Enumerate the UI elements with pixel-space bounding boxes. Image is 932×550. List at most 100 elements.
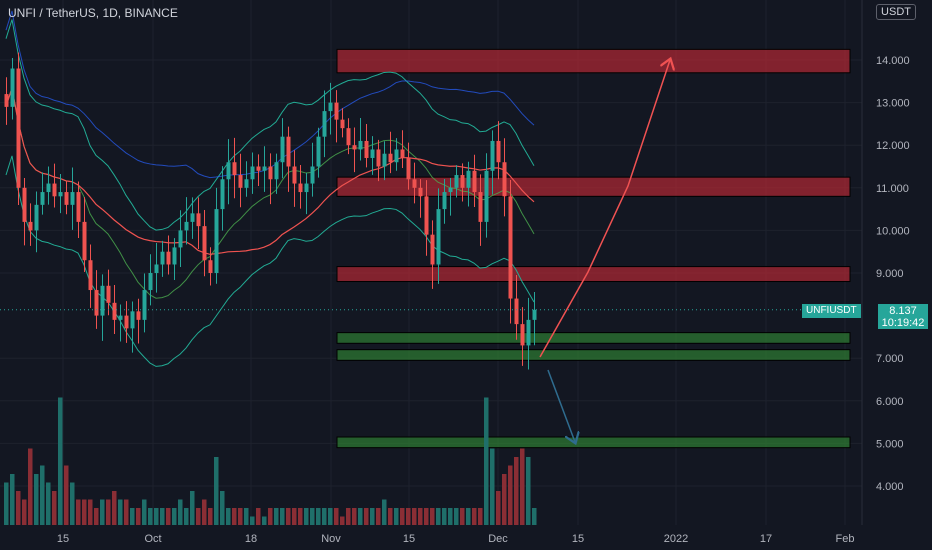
volume-bar bbox=[442, 508, 447, 525]
candle-body bbox=[484, 170, 489, 222]
volume-bar bbox=[52, 491, 57, 525]
candle-body bbox=[352, 145, 357, 150]
volume-bar bbox=[502, 474, 507, 525]
support-zone bbox=[336, 349, 851, 361]
chart-title: UNFI / TetherUS, 1D, BINANCE bbox=[8, 6, 178, 20]
volume-bar bbox=[532, 508, 537, 525]
volume-bar bbox=[508, 465, 513, 525]
candle-body bbox=[346, 128, 351, 146]
volume-bar bbox=[244, 508, 249, 525]
volume-bar bbox=[124, 499, 129, 525]
volume-bar bbox=[394, 508, 399, 525]
y-tick-label: 12.000 bbox=[876, 140, 910, 152]
volume-bar bbox=[352, 508, 357, 525]
support-zone bbox=[336, 436, 851, 449]
y-tick-label: 11.000 bbox=[876, 183, 909, 195]
volume-bar bbox=[292, 508, 297, 525]
candle-body bbox=[82, 221, 87, 261]
volume-bar bbox=[178, 499, 183, 525]
volume-bar bbox=[400, 508, 405, 525]
candle-body bbox=[520, 324, 525, 346]
volume-bar bbox=[196, 508, 201, 525]
volume-bar bbox=[136, 508, 141, 525]
volume-bar bbox=[382, 499, 387, 525]
y-tick-label: 4.000 bbox=[876, 481, 904, 493]
candle-body bbox=[280, 136, 285, 163]
volume-bar bbox=[496, 491, 501, 525]
volume-bar bbox=[424, 508, 429, 525]
candle-body bbox=[28, 221, 33, 231]
candle-body bbox=[238, 175, 243, 188]
last-price-value: 8.137 bbox=[889, 305, 917, 317]
volume-bar bbox=[226, 508, 231, 525]
candle-body bbox=[496, 140, 501, 163]
volume-bar bbox=[298, 508, 303, 525]
x-tick-label: 2022 bbox=[664, 533, 688, 545]
volume-bar bbox=[340, 516, 345, 525]
candle-body bbox=[418, 187, 423, 197]
candle-body bbox=[412, 179, 417, 188]
candle-body bbox=[292, 166, 297, 184]
bollinger-lower bbox=[5, 155, 535, 367]
candle-body bbox=[130, 311, 135, 329]
candle-body bbox=[52, 183, 57, 197]
volume-bar bbox=[214, 457, 219, 525]
y-tick-label: 7.000 bbox=[876, 353, 904, 365]
candle-body bbox=[304, 183, 309, 193]
y-tick-label: 14.000 bbox=[876, 55, 910, 67]
bollinger-upper bbox=[5, 19, 535, 231]
volume-bar bbox=[310, 508, 315, 525]
candle-body bbox=[76, 192, 81, 222]
volume-bar bbox=[256, 508, 261, 525]
volume-bar bbox=[202, 499, 207, 525]
candle-body bbox=[46, 183, 51, 193]
volume-bar bbox=[118, 499, 123, 525]
volume-bar bbox=[100, 499, 105, 525]
volume-bar bbox=[106, 499, 111, 525]
candle-body bbox=[40, 192, 45, 205]
candle-body bbox=[142, 290, 147, 320]
volume-bar bbox=[454, 508, 459, 525]
candle-body bbox=[526, 319, 531, 346]
volume-bar bbox=[220, 491, 225, 525]
candle-body bbox=[532, 309, 537, 320]
candle-body bbox=[460, 175, 465, 188]
x-tick-label: Oct bbox=[144, 533, 161, 545]
candle-body bbox=[454, 175, 459, 188]
x-tick-label: 15 bbox=[572, 533, 584, 545]
volume-bar bbox=[58, 397, 63, 525]
candle-body bbox=[232, 162, 237, 176]
candle-body bbox=[34, 204, 39, 231]
candle-body bbox=[16, 68, 21, 188]
candle-body bbox=[202, 226, 207, 261]
volume-bar bbox=[172, 508, 177, 525]
x-tick-label: Dec bbox=[488, 533, 508, 545]
resistance-zone bbox=[336, 266, 851, 283]
volume-bar bbox=[184, 508, 189, 525]
candle-body bbox=[58, 192, 63, 197]
y-tick-label: 9.000 bbox=[876, 268, 904, 280]
bearish-projection-arrow bbox=[547, 369, 575, 442]
candle-body bbox=[148, 273, 153, 291]
volume-bar bbox=[526, 457, 531, 525]
candle-body bbox=[388, 153, 393, 163]
volume-bar bbox=[328, 508, 333, 525]
candle-body bbox=[100, 285, 105, 316]
candle-body bbox=[424, 196, 429, 235]
candle-body bbox=[508, 196, 513, 299]
candle-body bbox=[244, 179, 249, 188]
candle-body bbox=[208, 260, 213, 273]
candle-body bbox=[4, 94, 9, 107]
symbol-tag: UNFIUSDT bbox=[802, 304, 861, 318]
candle-body bbox=[364, 140, 369, 158]
volume-bar bbox=[376, 508, 381, 525]
volume-bar bbox=[514, 457, 519, 525]
candle-body bbox=[298, 183, 303, 193]
candle-body bbox=[328, 102, 333, 112]
y-tick-label: 5.000 bbox=[876, 438, 904, 450]
currency-unit-button[interactable]: USDT bbox=[876, 4, 916, 20]
volume-bar bbox=[520, 448, 525, 525]
volume-bar bbox=[112, 491, 117, 525]
candle-body bbox=[160, 251, 165, 265]
